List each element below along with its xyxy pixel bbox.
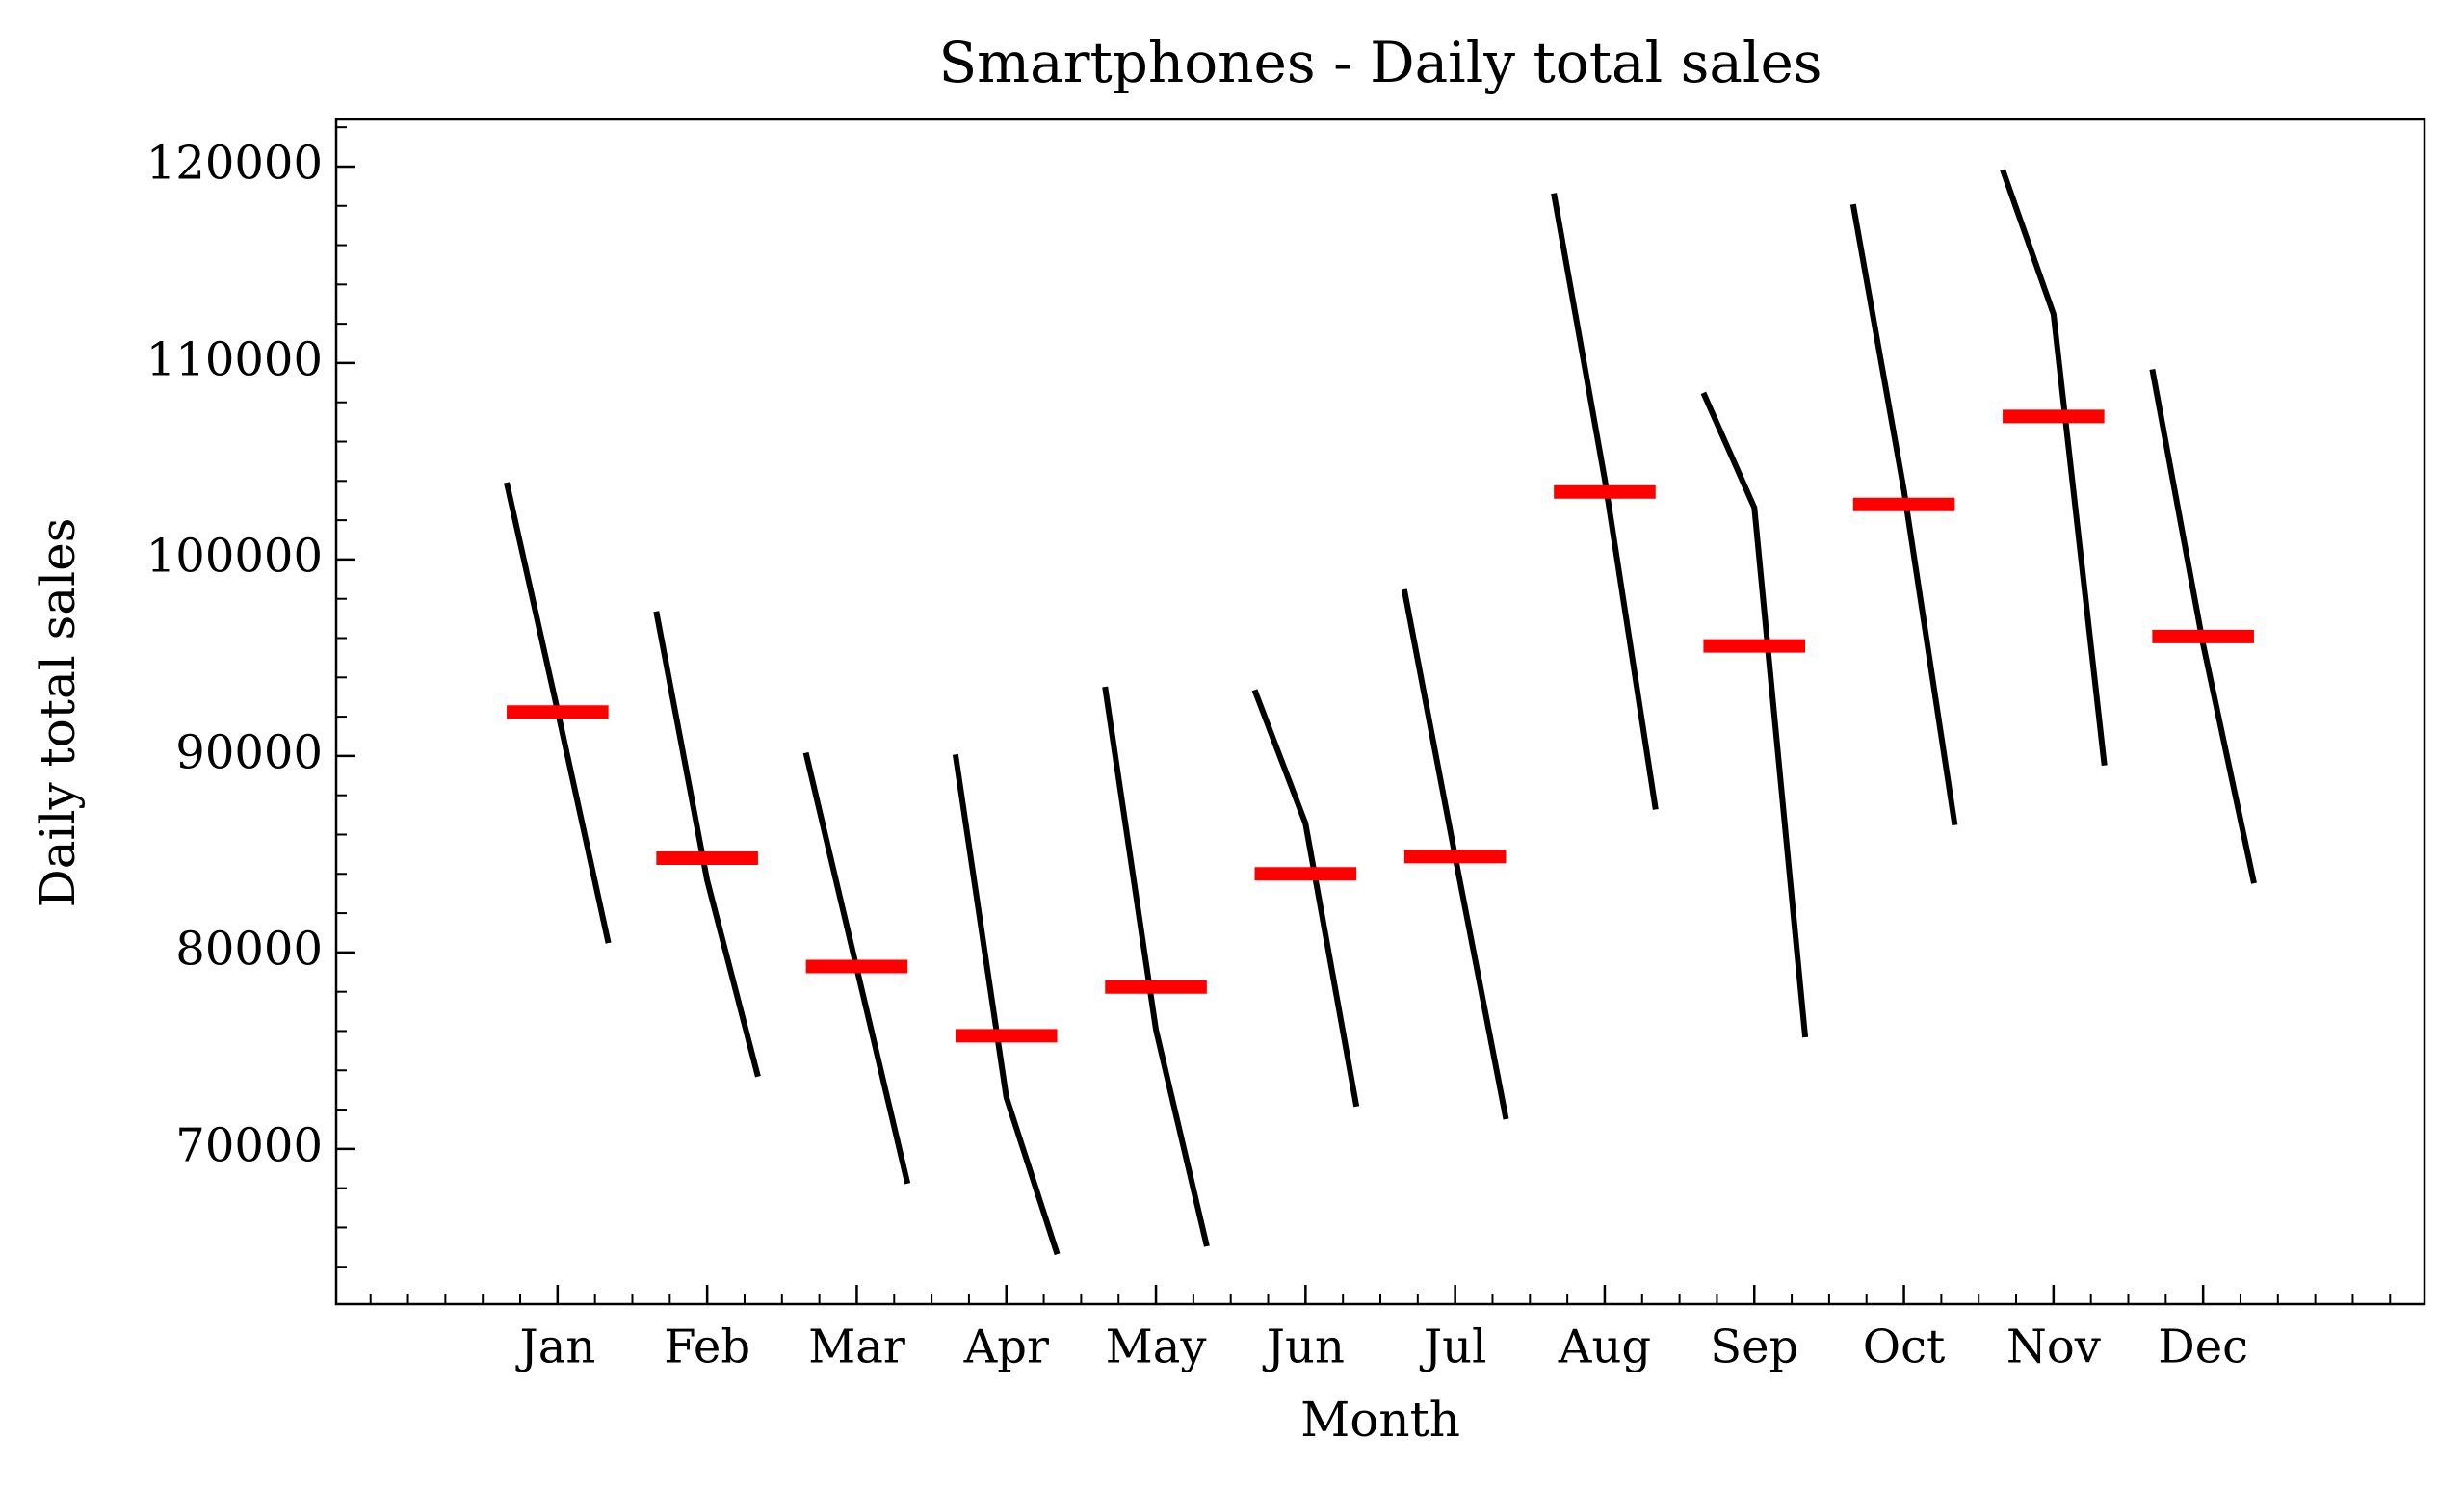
y-tick-label: 80000 xyxy=(175,922,323,976)
x-tick-label: Jun xyxy=(1262,1320,1345,1374)
y-tick-label: 100000 xyxy=(146,529,323,583)
subseries-line xyxy=(2000,169,2108,767)
x-tick-label: Aug xyxy=(1558,1320,1651,1374)
subseries-line xyxy=(1551,193,1659,810)
subseries-line xyxy=(1849,203,1958,826)
subseries-line xyxy=(952,753,1061,1256)
subseries-line xyxy=(653,611,761,1078)
y-tick-label: 120000 xyxy=(146,136,323,190)
x-tick-label: Dec xyxy=(2158,1320,2248,1374)
x-tick-label: Oct xyxy=(1863,1320,1946,1374)
subseries-line xyxy=(1251,689,1360,1108)
y-axis-label: Daily total sales xyxy=(30,518,86,908)
x-tick-label: May xyxy=(1106,1320,1207,1374)
chart-title: Smartphones - Daily total sales xyxy=(938,30,1822,95)
x-tick-label: Nov xyxy=(2006,1320,2101,1374)
x-axis-label: Month xyxy=(1300,1392,1460,1448)
x-tick-label: Jan xyxy=(514,1320,595,1374)
y-tick-label: 110000 xyxy=(146,332,323,386)
subseries-line xyxy=(1700,391,1809,1038)
subseries-line xyxy=(1102,686,1210,1247)
x-tick-label: Feb xyxy=(664,1320,750,1374)
y-tick-label: 70000 xyxy=(175,1118,323,1172)
y-tick-label: 90000 xyxy=(175,725,323,779)
x-tick-label: Apr xyxy=(963,1320,1049,1374)
x-tick-label: Jul xyxy=(1419,1320,1487,1374)
x-tick-label: Sep xyxy=(1710,1320,1798,1374)
subseries-line xyxy=(2149,368,2257,884)
x-tick-label: Mar xyxy=(808,1320,905,1374)
